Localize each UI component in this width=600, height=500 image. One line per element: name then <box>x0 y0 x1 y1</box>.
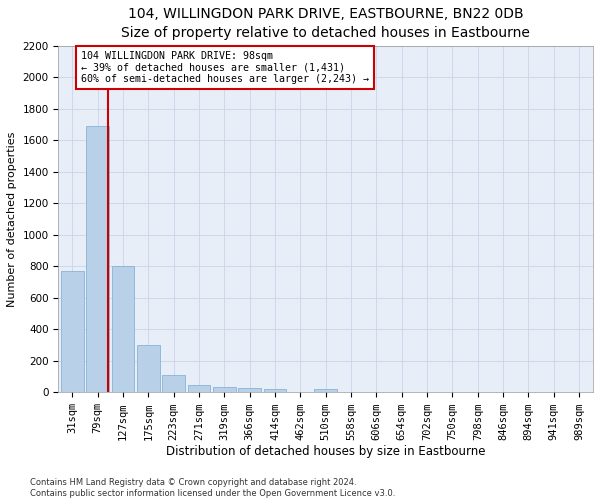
Bar <box>213 387 236 392</box>
Bar <box>61 271 84 392</box>
Text: Contains HM Land Registry data © Crown copyright and database right 2024.
Contai: Contains HM Land Registry data © Crown c… <box>30 478 395 498</box>
Bar <box>188 385 211 392</box>
Bar <box>263 389 286 392</box>
Bar <box>238 388 261 392</box>
Bar <box>112 266 134 392</box>
Text: 104 WILLINGDON PARK DRIVE: 98sqm
← 39% of detached houses are smaller (1,431)
60: 104 WILLINGDON PARK DRIVE: 98sqm ← 39% o… <box>81 52 369 84</box>
X-axis label: Distribution of detached houses by size in Eastbourne: Distribution of detached houses by size … <box>166 445 485 458</box>
Bar <box>137 345 160 393</box>
Bar <box>314 389 337 392</box>
Title: 104, WILLINGDON PARK DRIVE, EASTBOURNE, BN22 0DB
Size of property relative to de: 104, WILLINGDON PARK DRIVE, EASTBOURNE, … <box>121 7 530 40</box>
Y-axis label: Number of detached properties: Number of detached properties <box>7 132 17 306</box>
Bar <box>86 126 109 392</box>
Bar <box>163 375 185 392</box>
